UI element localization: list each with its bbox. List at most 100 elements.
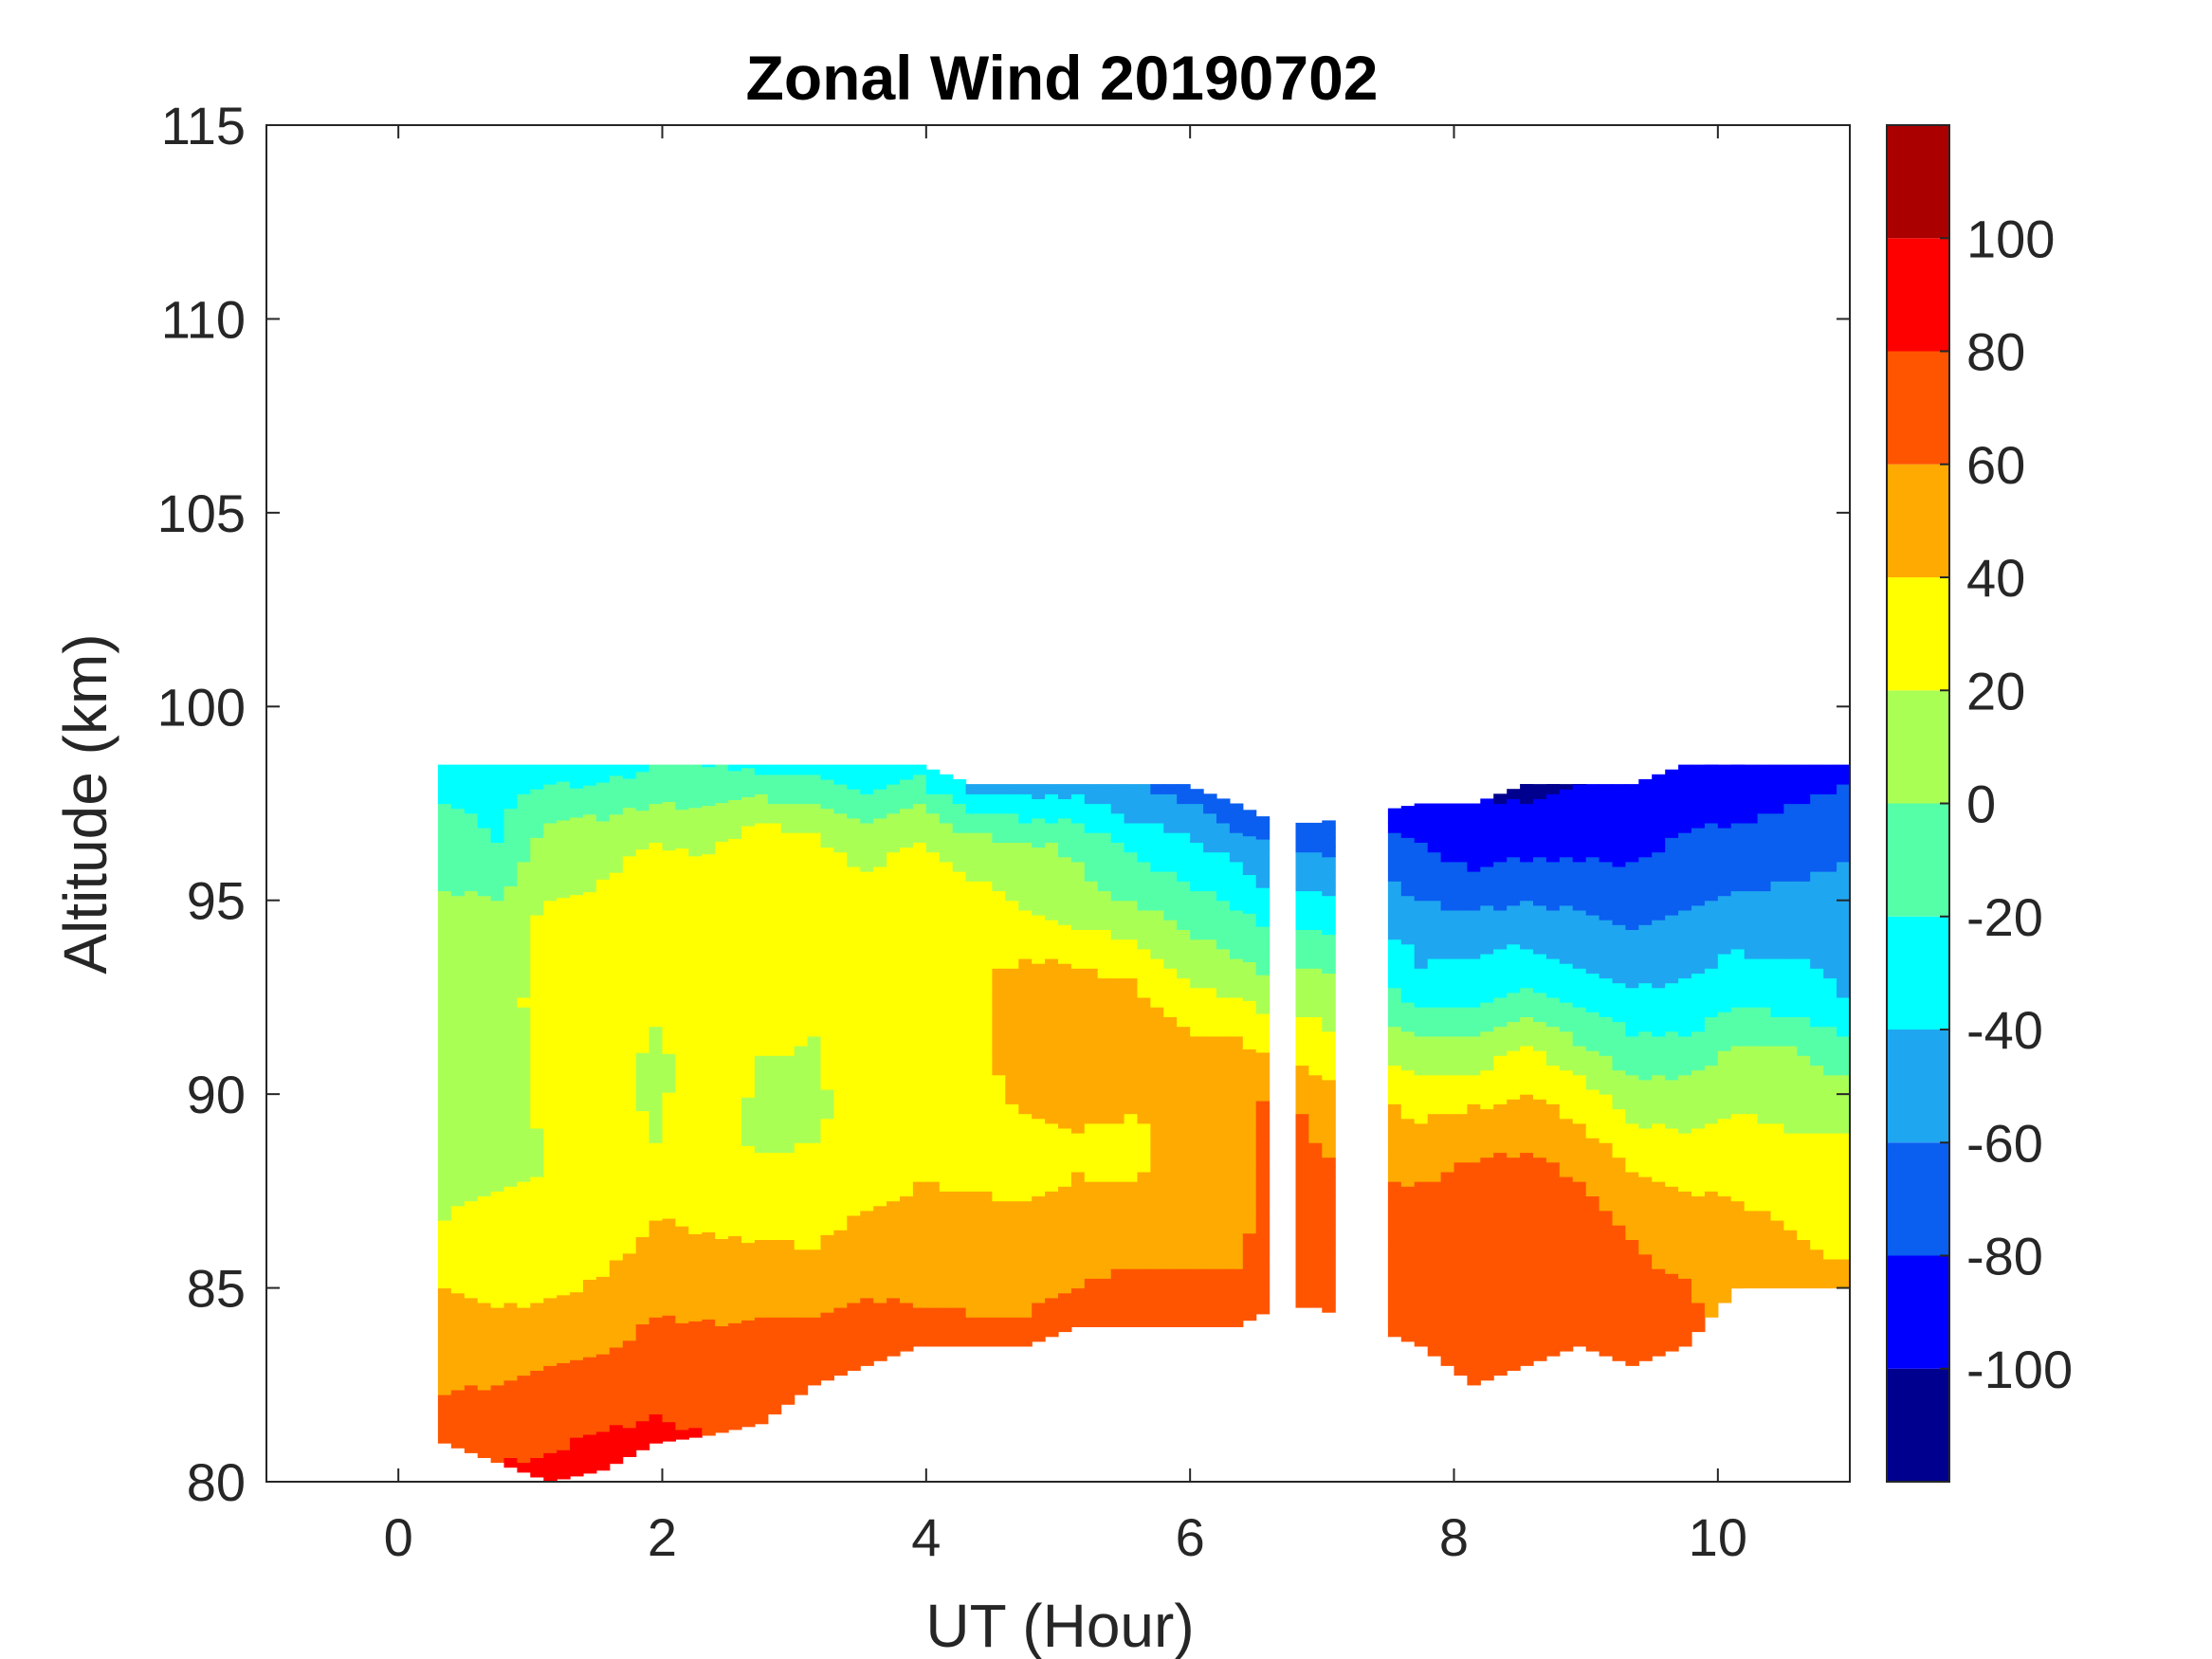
wind-cell [767, 851, 782, 863]
wind-cell [833, 764, 848, 775]
wind-cell [900, 1205, 914, 1216]
wind-cell [1387, 1278, 1402, 1289]
wind-cell [517, 764, 531, 775]
wind-cell [1177, 1181, 1191, 1192]
wind-cell [847, 1099, 861, 1110]
wind-cell [1032, 982, 1046, 994]
wind-cell [609, 1056, 624, 1067]
wind-cell [662, 1256, 676, 1267]
wind-cell [873, 1195, 887, 1207]
wind-cell [1453, 1220, 1468, 1231]
wind-cell [490, 1432, 505, 1444]
wind-cell [1110, 1249, 1125, 1260]
wind-cell [1322, 1108, 1336, 1120]
wind-cell [1110, 784, 1125, 794]
wind-cell [794, 1055, 809, 1066]
wind-cell [1453, 1065, 1468, 1076]
wind-cell [1480, 847, 1494, 858]
wind-cell [1400, 1060, 1416, 1071]
wind-cell [1150, 1152, 1164, 1163]
wind-cell [490, 1181, 505, 1192]
wind-cell [807, 1365, 822, 1376]
wind-cell [992, 1007, 1006, 1017]
wind-cell [1493, 1307, 1508, 1318]
wind-cell [1018, 1200, 1033, 1212]
wind-cell [1545, 890, 1561, 902]
wind-cell [1507, 1089, 1521, 1100]
wind-cell [833, 1152, 848, 1163]
wind-cell [570, 1117, 584, 1128]
wind-cell [622, 1398, 637, 1409]
wind-cell [570, 816, 584, 828]
wind-cell [1229, 1065, 1244, 1076]
wind-cell [794, 1258, 809, 1269]
wind-cell [1545, 909, 1561, 921]
wind-cell [595, 1402, 611, 1413]
wind-cell [860, 1007, 874, 1017]
wind-cell [1124, 977, 1139, 989]
wind-cell [1480, 817, 1494, 829]
wind-cell [464, 1345, 479, 1357]
wind-cell [1018, 958, 1033, 969]
wind-cell [675, 877, 689, 887]
wind-cell [741, 1175, 756, 1185]
wind-cell [1533, 1351, 1547, 1361]
wind-cell [833, 1345, 848, 1357]
wind-cell [978, 920, 993, 930]
wind-cell [675, 1400, 689, 1411]
wind-cell [595, 772, 611, 783]
wind-cell [702, 1086, 716, 1097]
wind-cell [490, 968, 505, 979]
wind-cell [1137, 1171, 1151, 1182]
wind-cell [490, 1133, 505, 1143]
wind-cell [490, 812, 505, 824]
wind-cell [635, 1120, 650, 1131]
wind-cell [1414, 1074, 1429, 1085]
wind-cell [1005, 890, 1019, 902]
wind-cell [860, 1122, 874, 1134]
wind-cell [1533, 837, 1547, 848]
wind-cell [490, 1171, 505, 1182]
wind-cell [847, 1234, 861, 1246]
wind-cell [1387, 920, 1402, 930]
wind-cell [1453, 1317, 1468, 1327]
wind-cell [477, 1418, 492, 1430]
wind-cell [702, 1250, 716, 1262]
wind-cell [517, 1307, 531, 1318]
wind-cell [1084, 929, 1099, 940]
wind-cell [1493, 1094, 1508, 1104]
wind-cell [503, 934, 518, 945]
wind-cell [570, 788, 584, 798]
wind-cell [887, 822, 901, 833]
wind-cell [807, 784, 822, 794]
wind-cell [1124, 1103, 1139, 1115]
wind-cell [490, 1268, 505, 1279]
wind-cell [1308, 1152, 1323, 1163]
wind-cell [1203, 1191, 1217, 1202]
wind-cell [543, 1181, 558, 1192]
wind-cell [873, 1351, 887, 1361]
wind-cell [741, 1212, 756, 1224]
wind-cell [530, 866, 544, 877]
wind-cell [583, 785, 597, 795]
wind-cell [794, 958, 809, 969]
wind-cell [450, 1428, 466, 1439]
wind-cell [1032, 1060, 1046, 1071]
wind-cell [1124, 890, 1139, 902]
wind-cell [820, 1360, 834, 1371]
wind-cell [450, 1418, 466, 1430]
wind-cell [1005, 968, 1019, 979]
wind-cell [477, 1273, 492, 1284]
wind-cell [1467, 1142, 1481, 1153]
wind-cell [1097, 948, 1112, 959]
wind-cell [662, 966, 676, 976]
wind-cell [1493, 987, 1508, 998]
wind-cell [1229, 803, 1244, 814]
wind-cell [1440, 1239, 1455, 1250]
wind-cell [1097, 832, 1112, 843]
wind-cell [477, 1302, 492, 1313]
wind-cell [464, 1094, 479, 1104]
wind-cell [437, 871, 452, 882]
wind-cell [675, 1293, 689, 1304]
wind-cell [873, 1157, 887, 1168]
